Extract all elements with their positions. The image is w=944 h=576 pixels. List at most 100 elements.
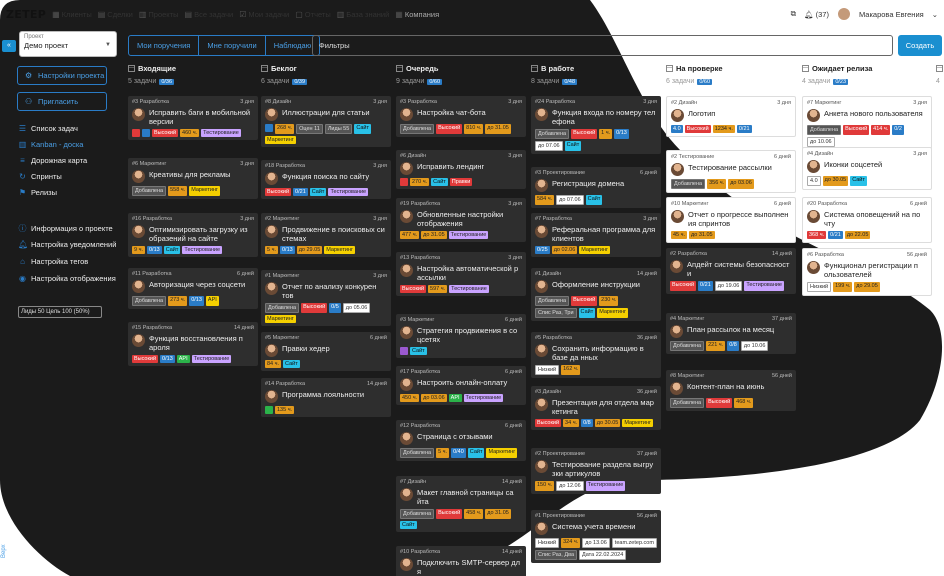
collapse-column-icon[interactable]: —	[802, 64, 809, 72]
task-card[interactable]: #13 Разработка 3 дня Настройка автоматиче…	[396, 252, 526, 296]
task-card[interactable]: #15 Разработка 14 дней Функция восстановл…	[128, 322, 258, 366]
task-card[interactable]: #18 Разработка 3 дня Функция поиска по са…	[261, 160, 391, 199]
user-name[interactable]: Макарова Евгения	[858, 9, 924, 19]
sidebar-item-project-info[interactable]: ⓘ Информация о проекте	[18, 223, 113, 234]
collapse-column-icon[interactable]: —	[531, 64, 538, 72]
collapse-column-icon[interactable]: —	[261, 64, 268, 72]
task-card[interactable]: #4 Дизайн 3 дня Иконки соцсетей 4.0 до 30.…	[802, 147, 932, 190]
task-card[interactable]: #19 Разработка 3 дня Обновленные настройк…	[396, 198, 526, 242]
nav-clients[interactable]: ▦ Клиенты	[52, 10, 92, 19]
sidebar-item-display[interactable]: ◉ Настройка отображения	[18, 274, 116, 283]
nav-reports[interactable]: ▢ Отчеты	[295, 10, 331, 19]
collapse-sidebar-button[interactable]: «	[2, 40, 16, 52]
task-card[interactable]: #17 Разработка 6 дней Настроить онлайн-оп…	[396, 366, 526, 405]
task-card[interactable]: #14 Разработка 14 дней Программа лояльнос…	[261, 378, 391, 417]
column-title[interactable]: —Го	[936, 62, 944, 74]
vertical-tab-label[interactable]: Верх	[1, 544, 7, 558]
sidebar-item-tags[interactable]: ⌂ Настройка тегов	[18, 257, 88, 266]
column-title[interactable]: — Очередь	[396, 62, 526, 74]
task-card[interactable]: #2 Дизайн 3 дня Логотип 4.0 Высокий 1234 ч.…	[666, 96, 796, 137]
assignee-avatar	[265, 172, 278, 185]
task-card[interactable]: #7 Маркетинг 3 дня Анкета нового пользова…	[802, 96, 932, 151]
task-card[interactable]: #5 Разработка 36 дней Сохранить информаци…	[531, 332, 661, 378]
invite-button[interactable]: ⚇ Пригласить	[17, 92, 107, 111]
task-card[interactable]: #6 Маркетинг 3 дня Креативы для рекламы Д…	[128, 158, 258, 199]
collapse-column-icon[interactable]: —	[128, 64, 135, 72]
task-card[interactable]: #7 Дизайн 14 дней Макет главной страницы …	[396, 476, 526, 532]
tab-my-assignments[interactable]: Мои поручения	[129, 36, 200, 55]
task-card[interactable]: #10 Маркетинг 6 дней Отчет о прогрессе вы…	[666, 197, 796, 243]
chevron-down-icon[interactable]: ⌄	[931, 9, 938, 19]
nav-projects[interactable]: ▥ Проекты	[139, 10, 179, 19]
task-card[interactable]: #16 Разработка 3 дня Оптимизировать загру…	[128, 213, 258, 257]
nav-all-tasks[interactable]: ▤ Все задачи	[185, 10, 234, 19]
card-title: Макет главной страницы са йта	[400, 488, 522, 506]
nav-deals[interactable]: ▤ Сделки	[98, 10, 133, 19]
task-card[interactable]: #7 Разработка 3 дня Реферальная программа…	[531, 213, 661, 257]
card-meta: #2 Разработка 14 дней	[670, 251, 792, 257]
task-card[interactable]: #2 Проектирование 37 дней Тестирование ра…	[531, 448, 661, 494]
column-title[interactable]: — Входящие	[128, 62, 258, 74]
card-due: 3 дня	[777, 100, 791, 106]
app-logo[interactable]: ZETEP	[6, 7, 47, 21]
card-meta: #8 Маркетинг 56 дней	[670, 373, 792, 379]
task-card[interactable]: #12 Разработка 6 дней Страница с отзывами…	[396, 420, 526, 461]
task-card[interactable]: #3 Дизайн 36 дней Презентация для отдела …	[531, 386, 661, 430]
tab-assigned-to-me[interactable]: Мне поручили	[199, 36, 266, 55]
task-card[interactable]: #6 Дизайн 3 дня Исправить лендинг 270 ч. С…	[396, 150, 526, 189]
user-avatar[interactable]	[836, 7, 851, 21]
notifications[interactable]: 🔔︎ (37)	[804, 9, 829, 19]
create-button[interactable]: Создать	[898, 35, 942, 56]
task-card[interactable]: #8 Дизайн 3 дня Иллюстрации для статьи 26…	[261, 96, 391, 147]
collapse-column-icon[interactable]: —	[396, 64, 403, 72]
nav-knowledge[interactable]: ▥ База знаний	[337, 10, 390, 19]
column-title[interactable]: — Беклог	[261, 62, 391, 74]
project-settings-button[interactable]: ⚙ Настройки проекта	[17, 66, 107, 85]
column-title[interactable]: — В работе	[531, 62, 661, 74]
task-card[interactable]: #6 Разработка 56 дней Функционал регистра…	[802, 248, 932, 296]
task-card[interactable]: #8 Маркетинг 56 дней Контент-план на июнь…	[666, 370, 796, 411]
card-title-text: Правки хедер	[282, 344, 330, 353]
project-select[interactable]: Проект Демо проект ▼	[19, 31, 117, 57]
task-card[interactable]: #2 Тестирование 6 дней Тестирование рассы…	[666, 150, 796, 193]
sidebar-item-releases[interactable]: ⚑ Релизы	[18, 188, 57, 197]
sidebar-item-task-list[interactable]: ☰ Список задач	[18, 124, 78, 133]
column-title[interactable]: — На проверке	[666, 62, 796, 74]
card-title-text: Подключить SMTP-сервер дл я	[417, 558, 521, 576]
assignee-avatar	[400, 378, 413, 391]
task-card[interactable]: #24 Разработка 3 дня Функция входа по ном…	[531, 96, 661, 154]
task-card[interactable]: #3 Разработка 3 дня Исправить баги в моби…	[128, 96, 258, 140]
collapse-column-icon[interactable]: —	[936, 64, 943, 72]
card-tags: 4.0 Высокий 1234 ч. 0/21	[671, 125, 791, 133]
task-card[interactable]: #10 Разработка 14 дней Подключить SMTP-се…	[396, 546, 526, 576]
task-card[interactable]: #4 Маркетинг 37 дней План рассылок на мес…	[666, 313, 796, 354]
card-meta: #3 Разработка 3 дня	[400, 99, 522, 105]
column-title[interactable]: — Ожидает релиза	[802, 62, 932, 74]
card-tag: 0/5	[329, 303, 341, 313]
task-card[interactable]: #1 Проектирование 56 дней Система учета в…	[531, 510, 661, 563]
sidebar-item-notifications[interactable]: 🔔︎ Настройка уведомлений	[18, 240, 116, 249]
sidebar-item-sprints[interactable]: ↻ Спринты	[18, 172, 62, 181]
task-card[interactable]: #3 Проектирование 6 дней Регистрация доме…	[531, 167, 661, 208]
card-title-text: Продвижение в поисковых си стемах	[282, 225, 385, 243]
sidebar-item-roadmap[interactable]: ≡ Дорожная карта	[18, 156, 87, 165]
task-card[interactable]: #5 Маркетинг 6 дней Правки хедер 84 ч. Сай…	[261, 332, 391, 371]
task-card[interactable]: #20 Разработка 6 дней Система оповещений …	[802, 197, 932, 243]
card-tag: 199 ч.	[833, 282, 853, 292]
task-card[interactable]: #1 Дизайн 14 дней Оформление инструкции Д…	[531, 268, 661, 321]
filters-bar[interactable]: Фильтры	[312, 35, 893, 56]
sidebar-item-kanban[interactable]: ▥ Kanban - доска	[18, 140, 84, 149]
nav-company[interactable]: ▦ Компания	[395, 10, 439, 19]
task-card[interactable]: #1 Маркетинг 3 дня Отчет по анализу конку…	[261, 270, 391, 326]
collapse-column-icon[interactable]: —	[666, 64, 673, 72]
task-card[interactable]: #2 Разработка 14 дней Апдейт системы безо…	[666, 248, 796, 294]
sync-icon[interactable]: ⧉	[790, 9, 796, 18]
task-card[interactable]: #3 Разработка 3 дня Настройка чат-бота До…	[396, 96, 526, 137]
task-card[interactable]: #2 Маркетинг 3 дня Продвижение в поисковы…	[261, 213, 391, 257]
nav-my-tasks[interactable]: ☑ Мои задачи	[239, 10, 289, 19]
card-tag: Высокий	[265, 188, 292, 196]
card-tag: Маркетинг	[265, 136, 296, 144]
task-card[interactable]: #11 Разработка 6 дней Авторизация через с…	[128, 268, 258, 309]
task-card[interactable]: #3 Маркетинг 6 дней Стратегия продвижения…	[396, 314, 526, 358]
card-title: Отчет по анализу конкурен тов	[265, 282, 387, 300]
